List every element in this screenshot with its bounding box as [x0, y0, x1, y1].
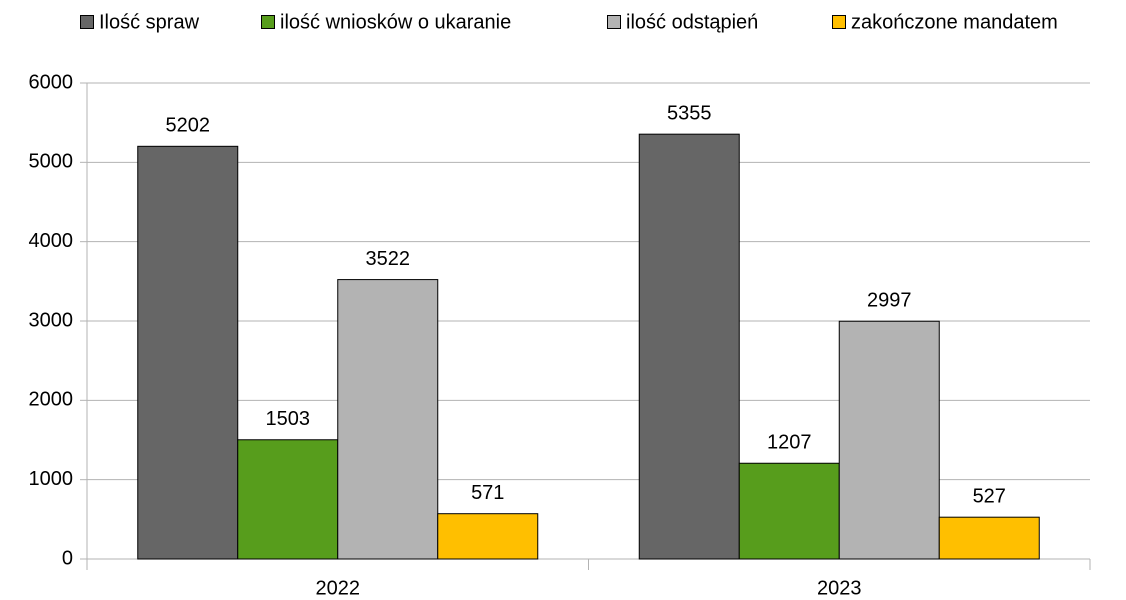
legend-swatch [80, 15, 94, 29]
y-tick-label: 2000 [29, 389, 74, 411]
bar [237, 439, 339, 560]
value-label: 3522 [366, 248, 411, 270]
y-tick-label: 0 [62, 547, 73, 569]
bar [938, 516, 1040, 560]
bar [437, 513, 539, 560]
value-label: 527 [973, 485, 1006, 507]
value-label: 1207 [767, 432, 812, 454]
bar [738, 462, 840, 560]
legend-label: zakończone mandatem [851, 11, 1058, 33]
legend-label: ilość wniosków o ukaranie [280, 11, 511, 33]
bar [337, 279, 439, 560]
value-label: 2997 [867, 290, 912, 312]
bar [838, 320, 940, 560]
y-tick-label: 5000 [29, 151, 74, 173]
value-label: 5202 [166, 115, 211, 137]
value-label: 571 [471, 482, 504, 504]
bar [638, 133, 740, 560]
x-tick-label: 2023 [817, 577, 862, 599]
legend-swatch [832, 15, 846, 29]
y-tick-label: 3000 [29, 309, 74, 331]
legend-swatch [607, 15, 621, 29]
y-tick-label: 4000 [29, 230, 74, 252]
bar [137, 145, 239, 560]
legend-label: Ilość spraw [99, 11, 200, 33]
legend-label: ilość odstąpień [626, 11, 758, 33]
x-tick-label: 2022 [316, 577, 361, 599]
legend-swatch [261, 15, 275, 29]
value-label: 1503 [266, 408, 311, 430]
y-tick-label: 6000 [29, 71, 74, 93]
y-tick-label: 1000 [29, 468, 74, 490]
value-label: 5355 [667, 102, 712, 124]
